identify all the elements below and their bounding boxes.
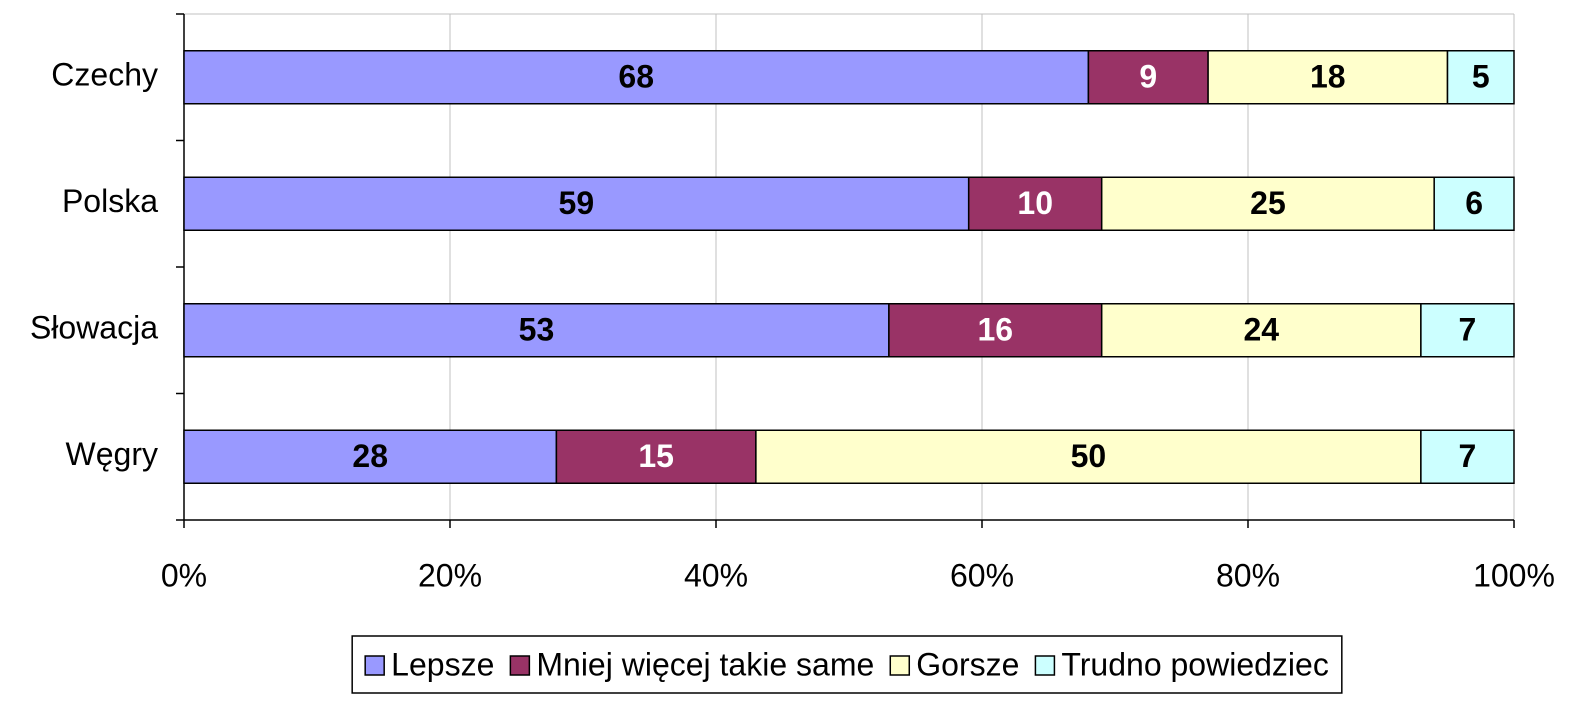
bar-segment	[1420, 303, 1515, 358]
x-tick-label: 60%	[950, 557, 1014, 593]
x-tick-label: 40%	[684, 557, 748, 593]
bar-segment	[183, 429, 558, 484]
data-label: 28	[352, 438, 388, 474]
bar-segment	[183, 50, 1090, 105]
legend-label: Mniej więcej takie same	[536, 646, 874, 682]
bar-segment	[888, 303, 1103, 358]
x-tick-label: 20%	[418, 557, 482, 593]
legend-swatch	[1034, 655, 1056, 676]
data-label: 7	[1459, 312, 1477, 348]
bar-segment	[1087, 50, 1209, 105]
data-label: 15	[638, 438, 674, 474]
bar-segment	[555, 429, 757, 484]
data-label: 53	[519, 312, 555, 348]
legend: Lepsze Mniej więcej takie same Gorsze Trudn…	[351, 635, 1343, 694]
data-label: 59	[559, 185, 595, 221]
y-tick-label: Słowacja	[30, 310, 158, 346]
legend-label: Gorsze	[916, 646, 1019, 682]
bar-segment	[183, 303, 890, 358]
legend-label: Lepsze	[391, 646, 494, 682]
y-tick-label: Węgry	[66, 436, 158, 472]
data-label: 24	[1244, 312, 1280, 348]
data-label: 10	[1017, 185, 1053, 221]
legend-swatch	[889, 655, 911, 676]
x-tick-label: 100%	[1473, 557, 1555, 593]
legend-swatch	[509, 655, 531, 676]
legend-label: Trudno powiedziec	[1061, 646, 1328, 682]
bar-segment	[1446, 50, 1515, 105]
bar-segment	[1207, 50, 1449, 105]
x-tick-label: 80%	[1216, 557, 1280, 593]
data-label: 68	[618, 59, 654, 95]
y-tick-label: Czechy	[51, 57, 158, 93]
data-label: 18	[1310, 59, 1346, 95]
data-label: 6	[1465, 185, 1483, 221]
x-tick-label: 0%	[161, 557, 207, 593]
legend-swatch	[364, 655, 385, 676]
data-label: 16	[978, 312, 1014, 348]
bar-segment	[967, 176, 1103, 231]
bar-segment	[1420, 429, 1515, 484]
data-label: 5	[1472, 59, 1490, 95]
data-label: 25	[1250, 185, 1286, 221]
data-label: 50	[1071, 438, 1107, 474]
y-tick-label: Polska	[62, 183, 158, 219]
bar-segment	[1100, 303, 1422, 358]
data-label: 7	[1459, 438, 1477, 474]
data-label: 9	[1139, 59, 1157, 95]
bar-segment	[1433, 176, 1515, 231]
